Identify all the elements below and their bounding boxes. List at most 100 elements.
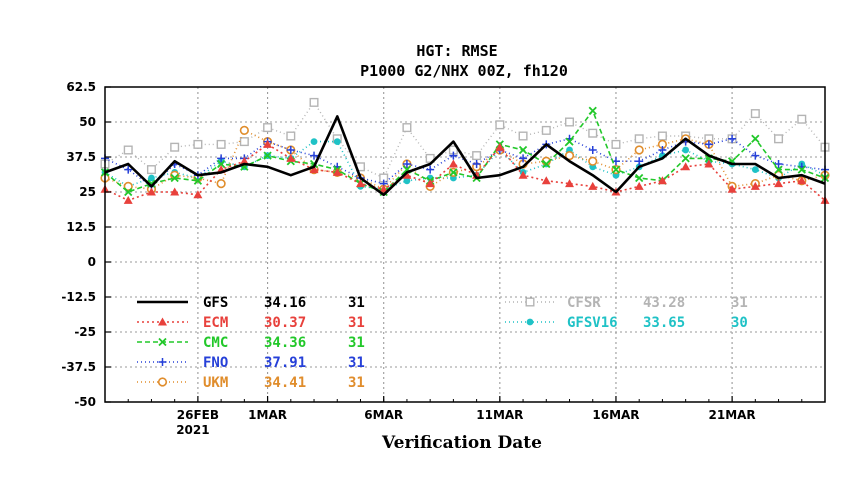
data-point	[309, 165, 319, 174]
data-point	[310, 151, 319, 160]
y-tick-label: 50	[79, 115, 96, 129]
data-point	[658, 146, 667, 154]
data-point	[286, 153, 296, 162]
data-point	[634, 134, 644, 144]
data-point	[425, 153, 435, 163]
x-tick-label: 26FEB	[177, 408, 219, 422]
data-point	[448, 159, 458, 168]
series-gfs	[104, 115, 826, 197]
series-line-fno	[104, 138, 826, 188]
data-point	[681, 162, 691, 171]
data-point	[193, 176, 203, 185]
legend-mean: 34.16	[264, 295, 306, 311]
x-tick-label: 11MAR	[476, 408, 523, 422]
data-point	[263, 139, 273, 148]
x-tick-label: 6MAR	[364, 408, 403, 422]
y-tick-label: -12.5	[61, 290, 96, 304]
legend-entry-fno: FNO 37.91 31	[137, 355, 365, 371]
data-point	[124, 165, 133, 174]
legend-entry-ukm: UKM 34.41 31	[137, 375, 365, 391]
legend-name: FNO	[203, 355, 228, 371]
x-tick-sublabel: 2021	[176, 423, 209, 437]
data-point	[565, 179, 575, 188]
legend-name: GFS	[203, 295, 228, 311]
chart-title-line-1: HGT: RMSE	[416, 42, 497, 60]
legend-count: 31	[348, 315, 365, 331]
data-point	[146, 165, 156, 175]
x-axis-label: Verification Date	[381, 433, 542, 453]
data-point	[402, 170, 412, 179]
data-point	[402, 160, 411, 168]
legend-mean: 43.28	[643, 295, 685, 311]
data-point	[449, 151, 458, 160]
plot-frame	[104, 86, 826, 403]
series-line-gfsv16	[104, 140, 826, 190]
data-point	[681, 154, 690, 163]
y-tick-label: 62.5	[66, 80, 96, 94]
data-point	[495, 142, 505, 151]
legend-marker	[526, 318, 534, 326]
legend-name: GFSV16	[567, 315, 618, 331]
legend-marker	[158, 317, 167, 326]
data-point	[379, 184, 389, 193]
legend-count: 31	[348, 375, 365, 391]
legend-count: 30	[731, 315, 748, 331]
y-tick-label: 37.5	[66, 150, 96, 164]
legend-marker	[158, 337, 167, 347]
data-point	[657, 176, 667, 185]
legend-count: 31	[731, 295, 748, 311]
series-ecm	[100, 139, 830, 204]
data-point	[797, 114, 807, 124]
legend-entry-cfsr: CFSR 43.28 31	[505, 295, 748, 311]
data-point	[355, 179, 365, 188]
data-point	[332, 167, 342, 176]
data-point	[751, 134, 760, 143]
data-point	[588, 106, 597, 115]
data-point	[216, 179, 226, 189]
data-point	[565, 137, 574, 146]
legend-marker	[158, 358, 167, 366]
data-point	[263, 123, 273, 133]
legend-name: CMC	[203, 335, 228, 351]
data-point	[472, 160, 481, 168]
data-point	[310, 138, 318, 146]
chart-title-line-2: P1000 G2/NHX 00Z, fh120	[360, 62, 568, 80]
data-point	[611, 139, 621, 149]
data-point	[449, 168, 458, 177]
data-point	[518, 131, 528, 141]
data-point	[588, 156, 598, 166]
data-point	[425, 179, 435, 188]
data-point	[216, 159, 226, 169]
legend-entry-gfs: GFS 34.16 31	[137, 295, 365, 311]
data-point	[565, 117, 575, 127]
data-point	[750, 181, 760, 190]
data-point	[797, 176, 807, 185]
data-point	[123, 181, 133, 191]
data-point	[542, 159, 551, 169]
legend-count: 31	[348, 335, 365, 351]
legend-entry-cmc: CMC 34.36 31	[137, 335, 365, 351]
legend-entry-ecm: ECM 30.37 31	[137, 315, 365, 331]
data-point	[170, 187, 180, 196]
data-point	[751, 151, 760, 160]
data-point	[682, 146, 690, 154]
data-point	[774, 134, 784, 144]
data-point	[634, 181, 644, 190]
data-point	[519, 154, 528, 163]
data-point	[123, 145, 133, 155]
data-point	[309, 97, 319, 107]
legend-mean: 34.36	[264, 335, 306, 351]
legend-mean: 34.41	[264, 375, 306, 391]
legend-mean: 33.65	[643, 315, 685, 331]
data-point	[797, 165, 806, 174]
data-point	[146, 187, 156, 196]
data-point	[634, 145, 644, 155]
data-point	[123, 195, 133, 204]
data-point	[124, 187, 133, 197]
data-point	[588, 128, 598, 138]
data-point	[239, 125, 249, 135]
series-layer	[100, 97, 830, 204]
data-point	[495, 120, 505, 130]
